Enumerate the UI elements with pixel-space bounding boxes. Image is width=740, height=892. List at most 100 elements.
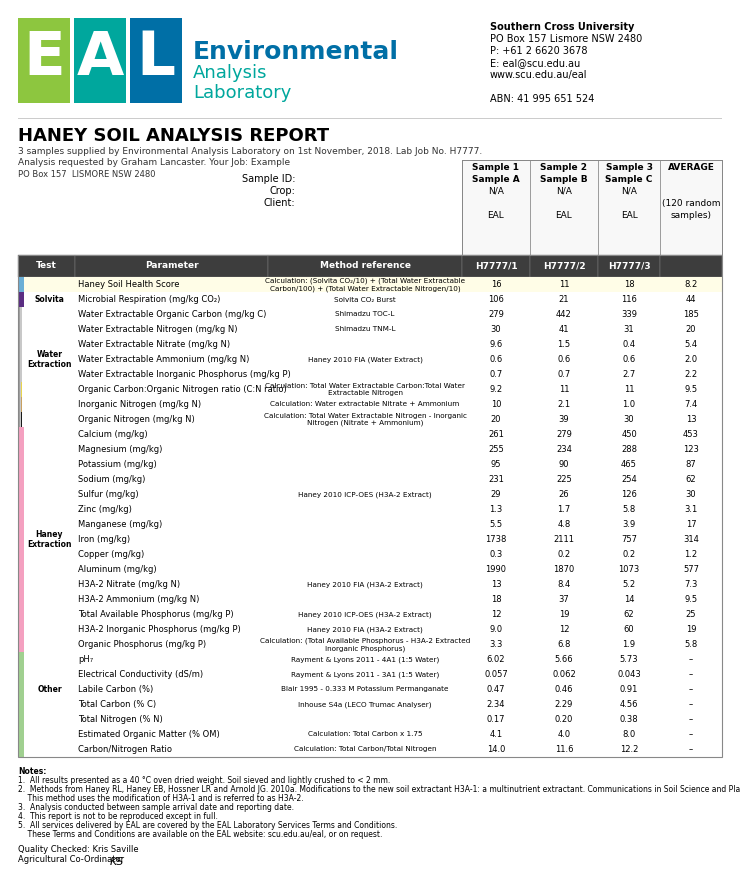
Text: 1990: 1990 [485,565,506,574]
Bar [21,382,22,397]
Text: 5.66: 5.66 [555,655,574,664]
Bar [24,592,722,607]
Text: Shimadzu TNM-L: Shimadzu TNM-L [334,326,395,333]
Bar [20,307,21,322]
Text: Analysis: Analysis [193,64,267,82]
Bar [24,457,722,472]
Text: 37: 37 [559,595,569,604]
Bar [24,742,722,757]
Text: H7777/1: H7777/1 [474,261,517,270]
Text: Sample 2: Sample 2 [540,163,588,172]
Text: 185: 185 [683,310,699,319]
Text: 5.2: 5.2 [622,580,636,589]
Bar [18,397,19,412]
Text: Organic Carbon:Organic Nitrogen ratio (C:N ratio): Organic Carbon:Organic Nitrogen ratio (C… [78,385,287,394]
Bar [24,322,722,337]
Bar [660,255,722,277]
Text: 0.043: 0.043 [617,670,641,679]
Bar [24,502,722,517]
Bar [20,322,21,337]
Text: 31: 31 [624,325,634,334]
Bar [598,255,660,277]
Text: Microbial Respiration (mg/kg CO₂): Microbial Respiration (mg/kg CO₂) [78,295,221,304]
Bar [21,397,22,412]
Text: These Terms and Conditions are available on the EAL website: scu.edu.au/eal, or : These Terms and Conditions are available… [18,830,383,839]
Bar [21,352,22,367]
Text: Sample C: Sample C [605,175,653,184]
Bar [24,517,722,532]
Bar [20,367,21,382]
Text: Parameter: Parameter [145,261,198,270]
Text: 1.7: 1.7 [557,505,571,514]
Text: Sample 1: Sample 1 [473,163,519,172]
Text: 1.0: 1.0 [622,400,636,409]
Text: –: – [689,700,693,709]
Bar [19,322,20,337]
Text: Water Extractable Nitrate (mg/kg N): Water Extractable Nitrate (mg/kg N) [78,340,230,349]
Text: 0.7: 0.7 [557,370,571,379]
Text: Calculation: Total Carbon/Total Nitrogen: Calculation: Total Carbon/Total Nitrogen [294,747,437,753]
Text: 11: 11 [559,280,569,289]
Text: Environmental: Environmental [193,40,399,64]
Bar [18,652,24,757]
Text: 4.1: 4.1 [489,730,502,739]
Bar [24,382,722,397]
Text: KS: KS [110,857,124,867]
Bar [20,412,21,427]
Bar [18,255,75,277]
Bar [18,277,24,292]
Text: www.scu.edu.au/eal: www.scu.edu.au/eal [490,70,588,80]
Text: 90: 90 [559,460,569,469]
Text: ABN: 41 995 651 524: ABN: 41 995 651 524 [490,94,594,104]
Bar [19,337,20,352]
Text: 279: 279 [556,430,572,439]
Text: Carbon/Nitrogen Ratio: Carbon/Nitrogen Ratio [78,745,172,754]
Text: 30: 30 [491,325,501,334]
Text: samples): samples) [670,211,711,220]
Text: 116: 116 [621,295,637,304]
Text: 25: 25 [686,610,696,619]
Text: pH₇: pH₇ [78,655,93,664]
Text: 450: 450 [621,430,637,439]
Text: PO Box 157  LISMORE NSW 2480: PO Box 157 LISMORE NSW 2480 [18,170,155,179]
Text: 12: 12 [559,625,569,634]
Text: 5.8: 5.8 [684,640,698,649]
Text: 0.4: 0.4 [622,340,636,349]
Bar [24,352,722,367]
Text: Sample A: Sample A [472,175,520,184]
Text: Rayment & Lyons 2011 - 4A1 (1:5 Water): Rayment & Lyons 2011 - 4A1 (1:5 Water) [291,657,439,663]
Text: Agricultural Co-Ordinator: Agricultural Co-Ordinator [18,855,124,864]
Text: N/A: N/A [556,187,572,196]
Text: 26: 26 [559,490,569,499]
Text: Southern Cross University: Southern Cross University [490,22,634,32]
Text: Quality Checked: Kris Saville: Quality Checked: Kris Saville [18,845,138,854]
Text: 87: 87 [686,460,696,469]
Text: 0.6: 0.6 [622,355,636,364]
Text: 95: 95 [491,460,501,469]
Text: 1.5: 1.5 [557,340,571,349]
Bar [18,412,19,427]
Text: –: – [689,670,693,679]
Text: Sample ID:: Sample ID: [241,174,295,184]
Text: Sodium (mg/kg): Sodium (mg/kg) [78,475,145,484]
Text: E: E [23,29,65,88]
Text: Calculation: Total Water Extractable Carbon:Total Water
Extractable Nitrogen: Calculation: Total Water Extractable Car… [265,383,465,396]
Text: Haney Soil Health Score: Haney Soil Health Score [78,280,180,289]
Text: Client:: Client: [263,198,295,208]
Text: 5.  All services delivered by EAL are covered by the EAL Laboratory Services Ter: 5. All services delivered by EAL are cov… [18,821,397,830]
Text: Solvita: Solvita [35,295,64,304]
Text: Manganese (mg/kg): Manganese (mg/kg) [78,520,162,529]
Text: 11: 11 [624,385,634,394]
Text: 0.057: 0.057 [484,670,508,679]
Text: 4.8: 4.8 [557,520,571,529]
Text: 2.34: 2.34 [487,700,505,709]
Text: Labile Carbon (%): Labile Carbon (%) [78,685,153,694]
Text: H3A-2 Nitrate (mg/kg N): H3A-2 Nitrate (mg/kg N) [78,580,180,589]
Text: EAL: EAL [488,211,505,220]
Text: Inhouse S4a (LECO Trumac Analyser): Inhouse S4a (LECO Trumac Analyser) [298,701,431,707]
Bar [24,487,722,502]
Bar [268,255,462,277]
Bar [530,160,598,255]
Bar [24,637,722,652]
Text: Haney
Extraction: Haney Extraction [27,530,72,549]
